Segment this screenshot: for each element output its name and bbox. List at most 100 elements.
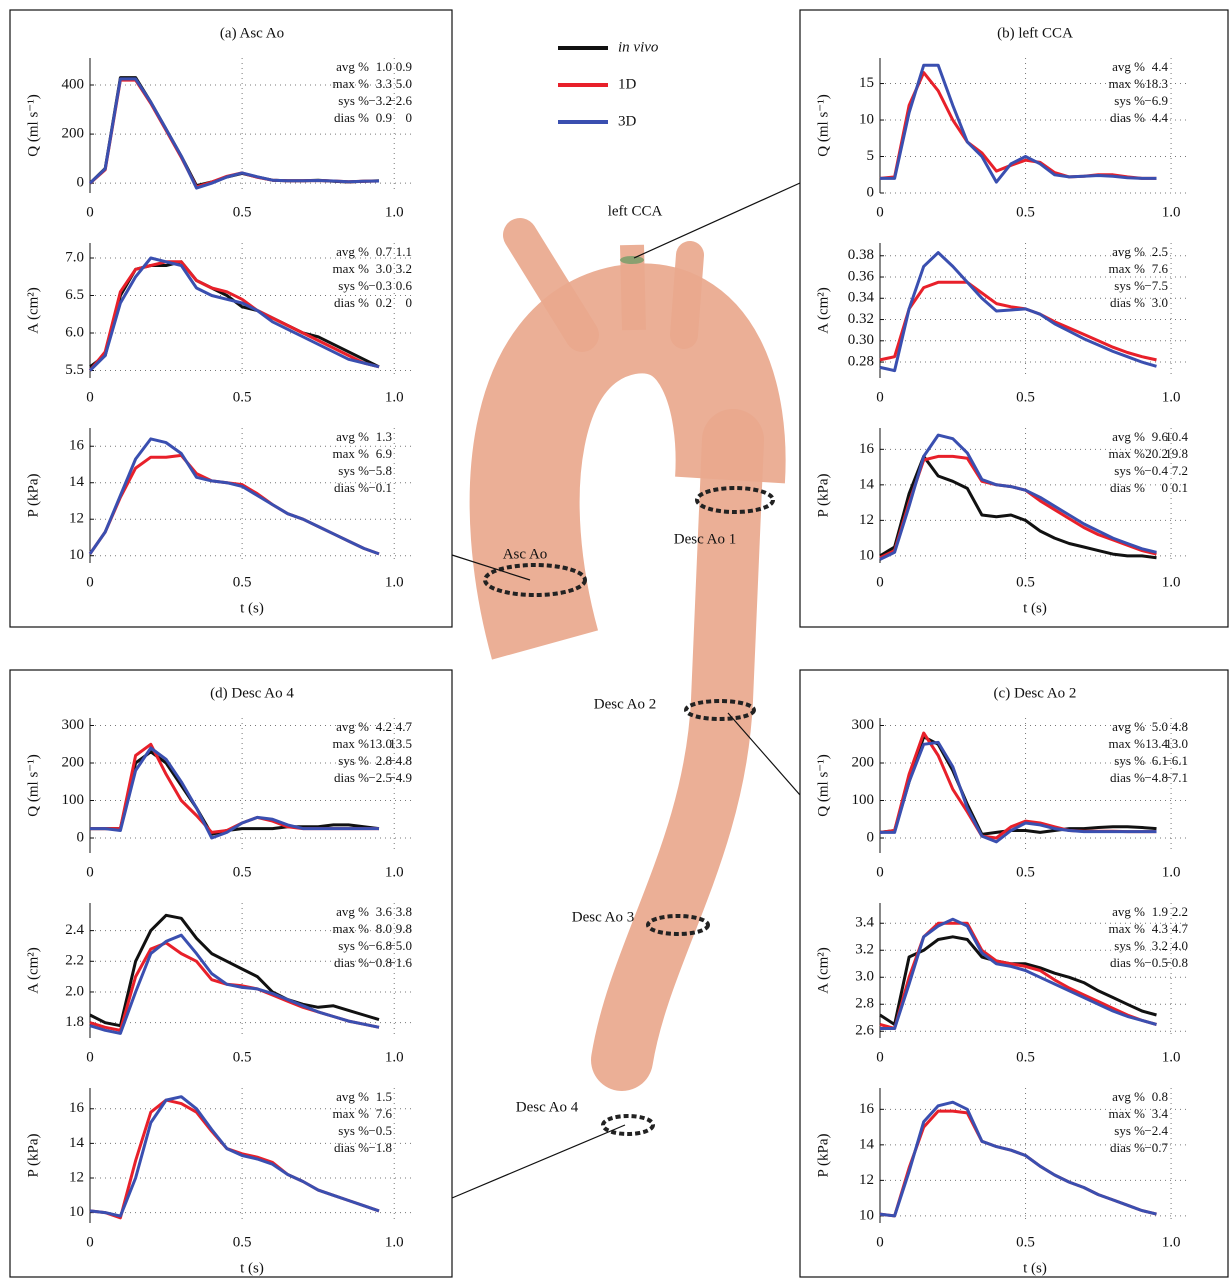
stat-value: −7.1	[1164, 770, 1188, 785]
stat-label: avg %	[1112, 59, 1145, 74]
stat-label: dias %	[334, 480, 369, 495]
stat-label: max %	[1109, 76, 1146, 91]
stat-value: −1.8	[368, 1140, 392, 1155]
x-tick-label: 1.0	[1162, 574, 1181, 590]
y-tick-label: 5	[867, 148, 875, 164]
x-tick-label: 0.5	[1016, 1049, 1035, 1065]
stat-label: max %	[333, 261, 370, 276]
stat-label: sys %	[338, 1123, 369, 1138]
y-tick-label: 14	[69, 474, 85, 490]
stat-value: 4.4	[1152, 59, 1169, 74]
stat-value: 6.9	[376, 446, 392, 461]
stat-value: 5.0	[396, 76, 412, 91]
stat-value: 3.0	[1152, 295, 1168, 310]
y-tick-label: 12	[69, 511, 84, 527]
stat-label: avg %	[336, 244, 369, 259]
section-label: Desc Ao 2	[594, 696, 657, 712]
panel-frame	[9, 9, 453, 628]
stat-value: 5.0	[1152, 719, 1168, 734]
stat-label: dias %	[334, 1140, 369, 1155]
section-desc-ao-2	[684, 699, 756, 721]
data-line	[880, 63, 1157, 184]
y-tick-label: 0.34	[848, 290, 875, 306]
y-tick-label: 15	[859, 75, 874, 91]
x-tick-label: 0.5	[233, 574, 252, 590]
data-line	[89, 913, 380, 1028]
data-line	[88, 77, 380, 190]
stat-value: −2.6	[388, 93, 412, 108]
x-tick-label: 1.0	[385, 1049, 404, 1065]
stat-label: avg %	[336, 59, 369, 74]
y-tick-label: 200	[852, 754, 875, 770]
y-tick-label: 0.30	[848, 332, 874, 348]
stat-value: 13.0	[1165, 736, 1188, 751]
stat-label: sys %	[338, 463, 369, 478]
stat-value: −0.4	[1144, 463, 1168, 478]
stat-label: avg %	[1112, 719, 1145, 734]
y-axis-label: P (kPa)	[25, 1133, 41, 1177]
data-line	[88, 76, 380, 188]
stat-value: −2.4	[1144, 1123, 1168, 1138]
data-line	[90, 746, 379, 840]
x-tick-label: 0.5	[1016, 1234, 1035, 1250]
stat-value: 7.2	[1172, 463, 1188, 478]
stat-value: 2.5	[1152, 244, 1168, 259]
y-tick-label: 16	[69, 438, 85, 454]
stat-value: 19.8	[1165, 446, 1188, 461]
data-line	[879, 433, 1157, 561]
stat-label: dias %	[1110, 110, 1145, 125]
stat-value: 18.3	[1145, 76, 1168, 91]
x-tick-label: 0.5	[233, 864, 252, 880]
y-tick-label: 2.6	[855, 1023, 874, 1039]
stat-value: −0.7	[1144, 1140, 1168, 1155]
stat-label: avg %	[336, 1089, 369, 1104]
x-tick-label: 1.0	[385, 389, 404, 405]
stat-label: sys %	[1114, 278, 1145, 293]
x-tick-label: 0	[86, 1049, 94, 1065]
y-tick-label: 7.0	[65, 249, 84, 265]
data-line	[879, 1100, 1157, 1218]
y-tick-label: 400	[62, 76, 85, 92]
section-left-cca	[620, 256, 644, 264]
stat-value: 3.3	[376, 76, 392, 91]
x-tick-label: 0.5	[233, 204, 252, 220]
stat-label: sys %	[1114, 93, 1145, 108]
y-tick-label: 16	[859, 1101, 875, 1117]
stat-value: −1.6	[388, 955, 412, 970]
stat-value: 0.7	[376, 244, 393, 259]
sections	[483, 256, 775, 1136]
panel-frame	[799, 9, 1229, 628]
stat-value: −0.8	[368, 955, 392, 970]
section-label: Desc Ao 4	[516, 1099, 579, 1115]
stat-value: −6.9	[1144, 93, 1168, 108]
stat-label: sys %	[338, 93, 369, 108]
legend-label: 3D	[618, 113, 637, 129]
y-tick-label: 16	[69, 1100, 85, 1116]
stat-value: 4.2	[376, 719, 392, 734]
stat-value: −0.3	[368, 278, 392, 293]
stat-value: 4.8	[1172, 719, 1188, 734]
legend-label: 1D	[618, 76, 637, 92]
x-tick-label: 0.5	[1016, 389, 1035, 405]
legend-label: in vivo	[618, 39, 659, 55]
section-desc-ao-4	[601, 1114, 655, 1136]
connector	[633, 182, 801, 259]
y-tick-label: 10	[69, 547, 84, 563]
stat-value: 3.4	[1152, 1106, 1169, 1121]
panel-title: (b) left CCA	[997, 25, 1073, 41]
stat-value: −0.8	[1164, 955, 1188, 970]
y-tick-label: 6.0	[65, 324, 84, 340]
stat-value: 10.4	[1165, 429, 1188, 444]
y-tick-label: 12	[69, 1169, 84, 1185]
stat-label: max %	[1109, 1106, 1146, 1121]
stat-value: −4.9	[388, 770, 412, 785]
connector	[451, 1124, 626, 1199]
data-line	[88, 256, 380, 372]
stat-value: 7.6	[1152, 261, 1169, 276]
y-axis-label: P (kPa)	[815, 473, 831, 517]
stat-label: dias %	[334, 955, 369, 970]
section-label: left CCA	[608, 203, 663, 219]
x-tick-label: 1.0	[385, 864, 404, 880]
data-line	[880, 917, 1157, 1030]
